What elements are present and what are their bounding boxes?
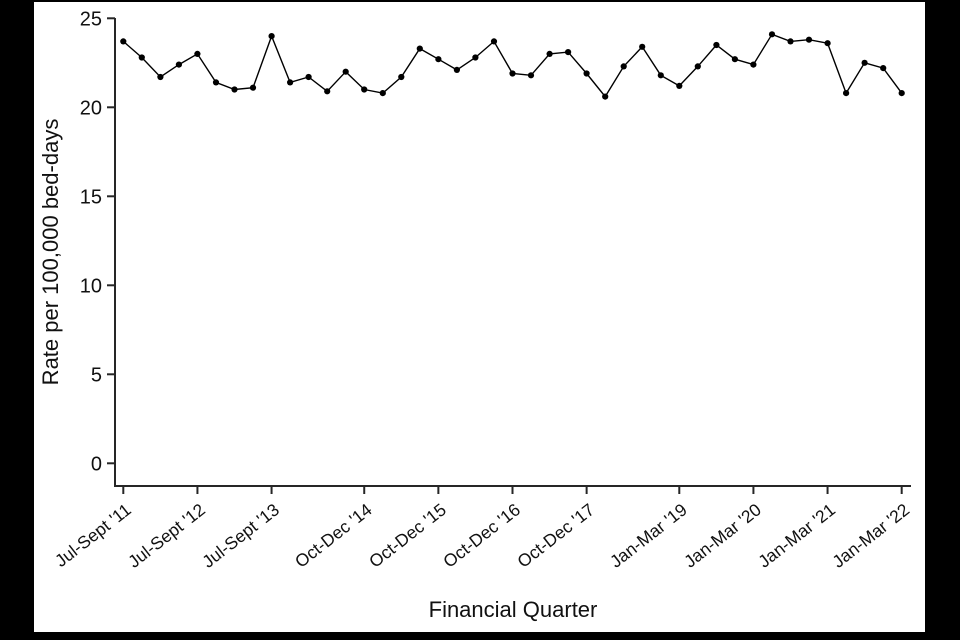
data-point xyxy=(565,49,572,56)
data-point xyxy=(194,50,201,58)
data-point xyxy=(713,41,720,49)
data-point xyxy=(120,38,127,45)
x-tick-label: Jul-Sept '12 xyxy=(124,499,209,571)
y-tick-label: 0 xyxy=(91,453,102,475)
data-point xyxy=(249,84,257,91)
y-tick-label: 15 xyxy=(80,186,102,208)
chart-panel xyxy=(34,2,925,632)
data-point xyxy=(787,38,794,45)
data-point xyxy=(287,79,294,86)
x-tick-label: Jul-Sept '11 xyxy=(51,499,135,571)
data-point xyxy=(861,59,868,66)
data-point xyxy=(620,63,627,70)
data-point xyxy=(602,93,609,100)
x-tick-label: Oct-Dec '16 xyxy=(439,499,524,571)
y-tick-label: 5 xyxy=(91,364,102,386)
y-tick-label: 25 xyxy=(80,8,102,30)
data-point xyxy=(583,70,590,77)
y-axis-title: Rate per 100,000 bed-days xyxy=(38,119,63,386)
data-point xyxy=(268,33,275,40)
data-point xyxy=(880,65,887,72)
data-point xyxy=(453,66,460,73)
data-point xyxy=(157,73,164,81)
x-tick-label: Oct-Dec '15 xyxy=(365,499,450,571)
x-tick-label: Jul-Sept '13 xyxy=(198,499,283,571)
x-tick-label: Jan-Mar '22 xyxy=(828,499,913,571)
data-point xyxy=(398,73,405,81)
data-point xyxy=(490,38,498,45)
data-point xyxy=(379,90,386,97)
data-point xyxy=(342,68,349,75)
data-point xyxy=(768,31,776,38)
data-point xyxy=(750,61,757,68)
data-point xyxy=(361,86,368,93)
data-point xyxy=(805,36,813,43)
data-point xyxy=(416,45,423,52)
data-point xyxy=(898,90,905,97)
data-point xyxy=(305,73,312,81)
x-tick-label: Oct-Dec '14 xyxy=(291,499,376,571)
data-point xyxy=(138,54,145,61)
data-point xyxy=(546,50,553,58)
x-tick-label: Jan-Mar '20 xyxy=(680,499,765,571)
data-point xyxy=(509,70,516,77)
data-point xyxy=(175,61,182,68)
x-tick-label: Jan-Mar '19 xyxy=(606,499,691,571)
data-point xyxy=(231,86,238,93)
data-point xyxy=(212,79,220,86)
x-tick-label: Oct-Dec '17 xyxy=(513,499,598,571)
data-series-layer xyxy=(120,31,905,100)
x-axis-title: Financial Quarter xyxy=(429,597,598,622)
data-point xyxy=(527,72,535,79)
data-point xyxy=(657,72,664,79)
data-point xyxy=(676,82,683,89)
data-point xyxy=(472,54,479,61)
data-point xyxy=(843,90,850,97)
y-tick-label: 10 xyxy=(80,275,102,297)
data-point xyxy=(435,56,442,63)
data-line xyxy=(122,33,903,98)
x-tick-label: Jan-Mar '21 xyxy=(754,499,839,571)
data-point xyxy=(731,56,739,63)
data-point xyxy=(639,43,646,50)
data-point xyxy=(824,40,831,47)
data-point xyxy=(694,63,701,70)
data-point xyxy=(324,88,331,95)
y-tick-label: 20 xyxy=(80,97,102,119)
